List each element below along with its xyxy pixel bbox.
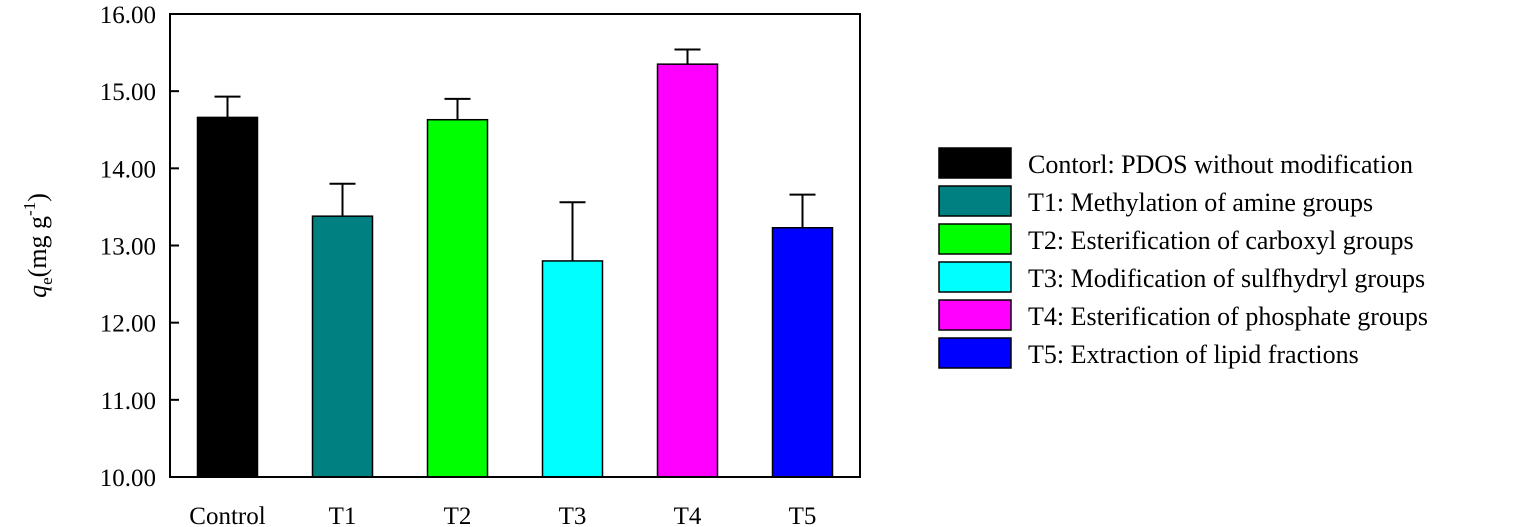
bar-t1 — [311, 215, 374, 478]
x-tick-label: T5 — [789, 503, 817, 527]
y-tick-label: 10.00 — [100, 465, 156, 492]
x-axis-ticks: Control T1 T2 T3 T4 T5 — [189, 503, 816, 527]
legend-label: Contorl: PDOS without modification — [1028, 150, 1413, 179]
y-tick-label: 15.00 — [100, 79, 156, 106]
y-axis-title: qe(mg g-1) — [20, 193, 56, 298]
legend-swatch — [938, 223, 1012, 255]
bars — [196, 63, 834, 478]
y-tick-label: 14.00 — [100, 156, 156, 183]
x-tick-label: T3 — [559, 503, 587, 527]
y-axis-title-part: e — [37, 277, 56, 285]
legend: Contorl: PDOS without modification T1: Me… — [938, 147, 1428, 369]
bar-t5 — [771, 227, 834, 478]
error-bars — [214, 48, 816, 261]
y-tick-label: 11.00 — [101, 388, 156, 415]
legend-label: T1: Methylation of amine groups — [1028, 188, 1373, 217]
x-tick-label: T1 — [329, 503, 357, 527]
legend-label: T4: Esterification of phosphate groups — [1028, 302, 1428, 331]
y-axis-title-part: q — [23, 285, 52, 298]
bar-t2 — [426, 118, 489, 478]
bar-t3 — [541, 260, 604, 478]
legend-swatch — [938, 337, 1012, 369]
legend-swatch — [938, 299, 1012, 331]
x-tick-label: T4 — [674, 503, 702, 527]
y-axis-ticks: 10.00 11.00 12.00 13.00 14.00 15.00 16.00 — [100, 2, 179, 492]
bar-control — [196, 116, 259, 478]
legend-label: T2: Esterification of carboxyl groups — [1028, 226, 1414, 255]
y-axis-label: qe(mg g-1) — [20, 193, 56, 298]
x-tick-label: T2 — [444, 503, 472, 527]
y-axis-title-part: -1 — [20, 202, 39, 216]
legend-swatch — [938, 261, 1012, 293]
legend-label: T3: Modification of sulfhydryl groups — [1028, 264, 1425, 293]
legend-swatch — [938, 147, 1012, 179]
legend-swatch — [938, 185, 1012, 217]
y-tick-label: 12.00 — [100, 311, 156, 338]
x-tick-label: Control — [189, 503, 265, 527]
y-axis-title-part: ) — [23, 193, 52, 202]
y-tick-label: 16.00 — [100, 2, 156, 29]
y-axis-title-part: (mg g — [23, 216, 52, 277]
bar-t4 — [656, 63, 719, 478]
y-tick-label: 13.00 — [100, 234, 156, 261]
legend-label: T5: Extraction of lipid fractions — [1028, 340, 1359, 369]
plot-frame — [169, 13, 861, 478]
